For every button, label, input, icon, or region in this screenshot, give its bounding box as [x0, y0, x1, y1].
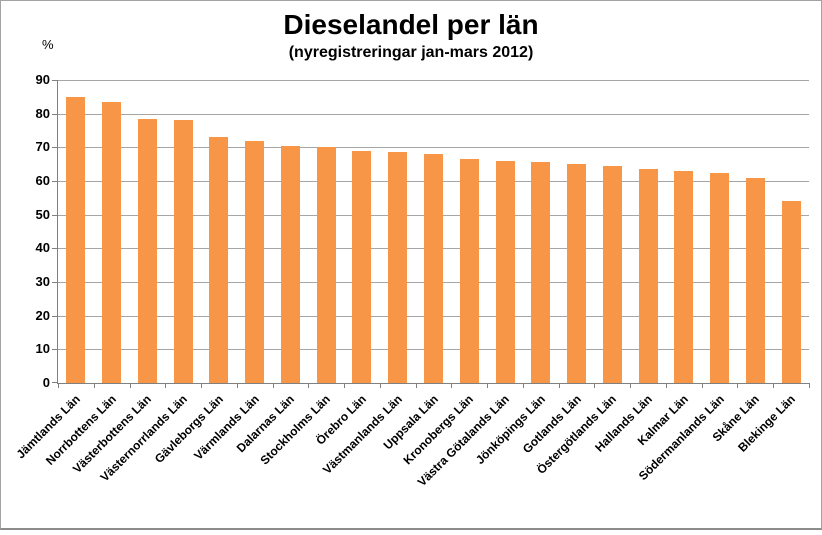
bar: [602, 165, 622, 383]
y-axis-tick-label: 50: [35, 206, 50, 222]
x-axis-tick: [165, 383, 167, 388]
x-axis-tick: [308, 383, 310, 388]
bar: [388, 152, 408, 383]
bar: [173, 120, 193, 383]
x-axis-tick: [665, 383, 667, 388]
y-axis-tick: [52, 248, 57, 250]
y-axis-tick-label: 90: [35, 72, 50, 87]
x-axis-tick: [129, 383, 131, 388]
y-axis-tick-label: 10: [35, 341, 50, 357]
y-axis-tick: [52, 349, 57, 351]
bar: [209, 137, 229, 383]
x-axis-tick: [236, 383, 238, 388]
gridline: [58, 80, 809, 81]
x-axis-tick: [451, 383, 453, 388]
x-axis-tick: [737, 383, 739, 388]
y-axis-tick: [52, 315, 57, 317]
y-axis-tick-label: 30: [35, 274, 50, 289]
x-axis-tick: [415, 383, 417, 388]
x-axis-tick: [594, 383, 596, 388]
x-axis-tick: [701, 383, 703, 388]
x-axis-labels: Jämtlands Län Norrbottens Län Västerbotten…: [13, 387, 808, 527]
x-axis-tick: [773, 383, 775, 388]
bar: [245, 140, 265, 383]
x-axis-tick: [630, 383, 632, 388]
bar: [424, 154, 443, 383]
y-axis-tick: [52, 181, 57, 182]
x-axis-tick: [58, 383, 59, 388]
y-axis-tick-label: 80: [35, 105, 50, 121]
x-axis-tick: [809, 383, 810, 388]
x-axis-tick: [379, 383, 381, 388]
x-axis-tick: [93, 383, 95, 388]
bar: [316, 147, 336, 383]
bar: [745, 177, 765, 383]
x-axis-tick: [522, 383, 524, 388]
y-axis-tick: [52, 113, 57, 115]
x-axis-tick: [487, 383, 489, 388]
bar: [638, 169, 658, 383]
chart-subtitle: (nyregistreringar jan-mars 2012): [288, 44, 534, 61]
x-axis-tick: [272, 383, 274, 388]
y-axis-labels: 0 10 20 30 40 50 60 70 80 90: [0, 73, 50, 390]
y-axis-tick-label: 60: [35, 173, 50, 188]
y-axis-tick-label: 20: [35, 307, 50, 323]
y-axis-tick: [52, 282, 57, 283]
x-axis-tick: [201, 383, 203, 388]
bar: [352, 150, 372, 383]
bar: [66, 96, 86, 383]
bar: [674, 170, 694, 383]
y-axis-tick: [52, 382, 57, 383]
bar: [710, 172, 730, 383]
y-axis-tick-label: 70: [35, 139, 50, 155]
bar: [531, 162, 551, 383]
y-axis-tick-label: 40: [35, 240, 50, 256]
bar: [280, 145, 300, 383]
bar: [781, 201, 801, 383]
plot-area: [52, 80, 810, 388]
y-axis-tick-label: 0: [42, 375, 50, 390]
y-axis-tick: [52, 147, 57, 149]
bar: [102, 101, 122, 383]
bar: [567, 164, 587, 383]
bar: [495, 160, 515, 383]
chart-title: Dieselandel per län: [283, 9, 539, 40]
gridline: [58, 147, 809, 149]
y-axis-unit-label: %: [42, 37, 54, 52]
gridline: [58, 113, 809, 115]
bar: [137, 118, 157, 383]
y-axis-tick: [52, 80, 57, 81]
x-axis-tick: [558, 383, 560, 388]
x-axis-tick: [344, 383, 346, 388]
y-axis-tick: [52, 214, 57, 216]
bar: [459, 159, 479, 383]
